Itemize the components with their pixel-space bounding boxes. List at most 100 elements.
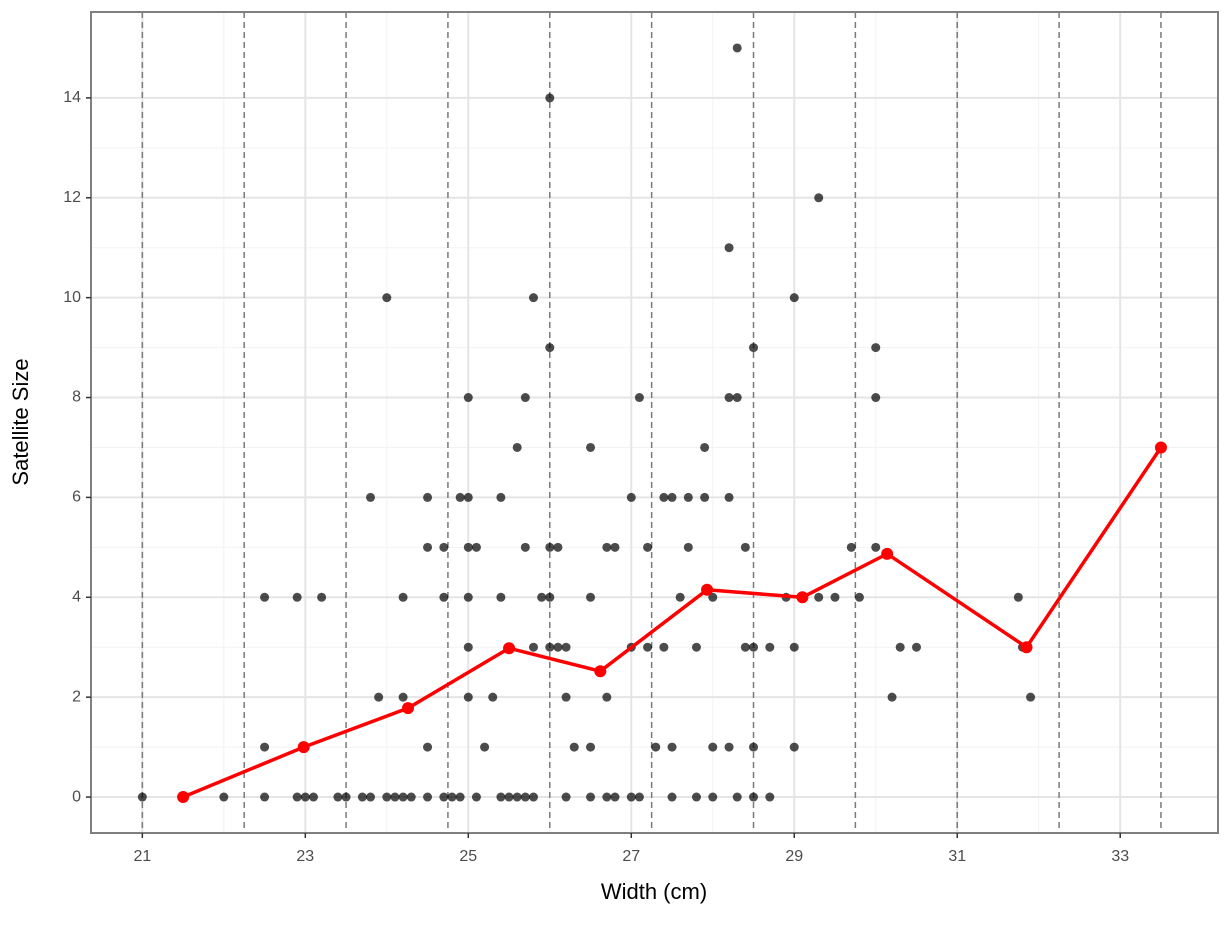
point (871, 343, 881, 353)
point (732, 43, 742, 53)
point (789, 642, 799, 652)
point (333, 792, 343, 802)
point (643, 542, 653, 552)
point (463, 542, 473, 552)
point (724, 492, 734, 502)
point (463, 642, 473, 652)
point (308, 792, 318, 802)
point (1013, 592, 1023, 602)
y-tick-label: 10 (63, 289, 81, 306)
point (708, 742, 718, 752)
point (390, 792, 400, 802)
point (341, 792, 351, 802)
point (749, 642, 759, 652)
point (643, 642, 653, 652)
point (683, 492, 693, 502)
point (667, 742, 677, 752)
point (260, 792, 270, 802)
point (471, 542, 481, 552)
point (455, 792, 465, 802)
y-tick-label: 2 (72, 688, 81, 705)
point (520, 542, 530, 552)
point (545, 592, 555, 602)
point (749, 742, 759, 752)
point (659, 492, 669, 502)
point (659, 642, 669, 652)
point (366, 792, 376, 802)
point (708, 792, 718, 802)
point (724, 393, 734, 403)
point (667, 792, 677, 802)
point (219, 792, 229, 802)
line-point (297, 741, 310, 754)
point (586, 792, 596, 802)
x-tick-label: 27 (622, 848, 640, 865)
point (602, 542, 612, 552)
point (439, 592, 449, 602)
point (317, 592, 327, 602)
point (137, 792, 147, 802)
line-point (1020, 641, 1033, 654)
point (374, 692, 384, 702)
point (439, 542, 449, 552)
point (496, 492, 506, 502)
point (488, 692, 498, 702)
point (749, 792, 759, 802)
x-tick-label: 29 (785, 848, 803, 865)
point (496, 792, 506, 802)
point (667, 492, 677, 502)
point (610, 542, 620, 552)
line-point (1154, 441, 1167, 454)
point (528, 642, 538, 652)
point (382, 293, 392, 303)
point (398, 592, 408, 602)
point (569, 742, 579, 752)
point (398, 792, 408, 802)
point (586, 742, 596, 752)
point (789, 742, 799, 752)
point (406, 792, 416, 802)
y-tick-label: 8 (72, 389, 81, 406)
point (854, 592, 864, 602)
point (260, 742, 270, 752)
line (182, 446, 1163, 799)
line-point (401, 702, 414, 715)
point (846, 542, 856, 552)
point (911, 642, 921, 652)
point (439, 792, 449, 802)
x-tick-label: 33 (1111, 848, 1129, 865)
point (871, 393, 881, 403)
y-axis-title: Satellite Size (8, 358, 33, 485)
point (634, 393, 644, 403)
y-tick-label: 4 (72, 589, 81, 606)
point (398, 692, 408, 702)
point (602, 692, 612, 702)
point (626, 792, 636, 802)
y-tick-label: 12 (63, 189, 81, 206)
point (789, 293, 799, 303)
point (765, 642, 775, 652)
point (749, 343, 759, 353)
point (520, 393, 530, 403)
point (610, 792, 620, 802)
point (814, 592, 824, 602)
point (1026, 692, 1036, 702)
point (691, 642, 701, 652)
x-tick-label: 23 (296, 848, 314, 865)
point (382, 792, 392, 802)
point (740, 542, 750, 552)
line-point (701, 583, 714, 596)
point (537, 592, 547, 602)
point (602, 792, 612, 802)
point (553, 642, 563, 652)
point (300, 792, 310, 802)
point (292, 592, 302, 602)
point (634, 792, 644, 802)
marks (137, 12, 1167, 833)
line-point (881, 547, 894, 560)
line-point (796, 591, 809, 604)
point (463, 592, 473, 602)
point (871, 542, 881, 552)
point (586, 592, 596, 602)
